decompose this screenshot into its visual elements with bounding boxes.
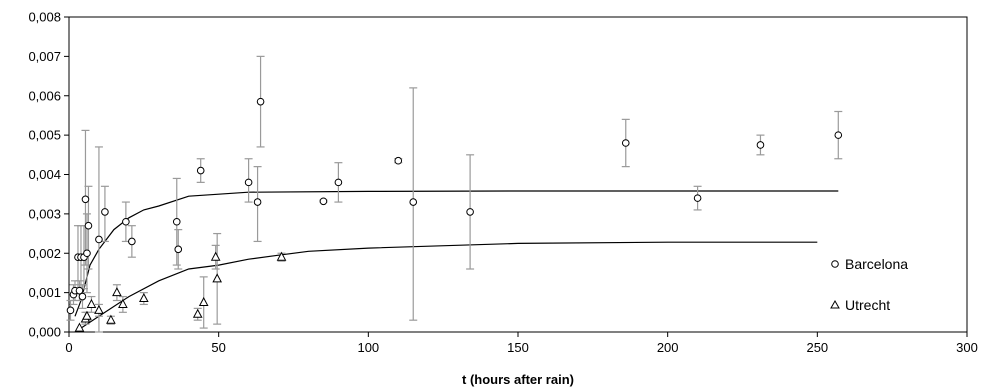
point-barcelona: [95, 235, 103, 244]
point-barcelona: [172, 217, 181, 226]
y-tick-label: 0,000: [28, 325, 61, 340]
y-tick-label: 0,004: [28, 167, 61, 182]
x-tick-label: 250: [806, 340, 828, 355]
point-barcelona: [253, 198, 262, 206]
point-barcelona: [66, 306, 75, 315]
point-utrecht: [138, 292, 149, 303]
legend-label-utrecht: Utrecht: [845, 297, 890, 313]
markers: [66, 97, 843, 332]
legend-label-barcelona: Barcelona: [845, 256, 908, 272]
point-utrecht: [106, 314, 116, 324]
x-tick-label: 300: [956, 340, 978, 355]
point-utrecht: [192, 308, 203, 318]
x-axis: 0 50 100 150 200 250 300: [65, 332, 978, 355]
x-tick-label: 200: [657, 340, 679, 355]
point-utrecht: [210, 251, 221, 261]
y-tick-label: 0,008: [28, 10, 61, 25]
x-tick-label: 50: [211, 340, 225, 355]
point-barcelona: [196, 166, 205, 175]
point-barcelona: [409, 198, 418, 206]
x-axis-title: t (hours after rain): [462, 372, 574, 387]
x-tick-label: 150: [507, 340, 529, 355]
point-barcelona: [394, 156, 403, 165]
point-barcelona: [693, 194, 702, 202]
y-tick-label: 0,005: [28, 128, 61, 143]
point-barcelona: [244, 178, 253, 187]
y-tick-label: 0,001: [28, 285, 61, 300]
point-barcelona: [83, 249, 91, 258]
y-tick-label: 0,006: [28, 88, 61, 103]
point-barcelona: [256, 97, 265, 106]
fit-lines: [74, 190, 839, 333]
point-barcelona: [319, 197, 328, 206]
x-tick-label: 100: [357, 340, 379, 355]
y-axis: 0,000 0,001 0,002 0,003 0,004 0,005 0,006 0,007…: [28, 10, 69, 340]
point-utrecht: [82, 310, 92, 320]
point-barcelona: [75, 286, 84, 295]
y-tick-label: 0,007: [28, 49, 61, 64]
point-utrecht: [112, 287, 122, 297]
point-barcelona: [834, 131, 843, 139]
point-barcelona: [81, 195, 90, 204]
y-tick-label: 0,002: [28, 246, 61, 261]
point-utrecht: [86, 298, 97, 308]
legend: Barcelona Utrecht: [830, 256, 908, 313]
point-utrecht: [74, 322, 85, 332]
y-tick-label: 0,003: [28, 206, 61, 221]
legend-marker-utrecht: [830, 299, 840, 309]
point-barcelona: [174, 245, 183, 254]
point-barcelona: [101, 208, 109, 216]
point-barcelona: [466, 208, 474, 216]
fit-line-utrecht: [74, 241, 818, 333]
point-barcelona: [621, 139, 630, 147]
point-barcelona: [122, 217, 130, 226]
point-utrecht: [118, 298, 128, 308]
point-barcelona: [334, 178, 343, 187]
point-utrecht: [198, 296, 209, 306]
point-utrecht: [94, 304, 104, 314]
legend-marker-barcelona: [831, 260, 839, 268]
point-barcelona: [756, 141, 765, 149]
point-barcelona: [78, 292, 87, 301]
fit-line-barcelona: [74, 190, 839, 317]
point-barcelona: [128, 237, 136, 246]
x-tick-label: 0: [65, 340, 72, 355]
point-utrecht: [212, 273, 223, 283]
point-barcelona: [84, 221, 93, 230]
point-utrecht: [276, 251, 287, 261]
